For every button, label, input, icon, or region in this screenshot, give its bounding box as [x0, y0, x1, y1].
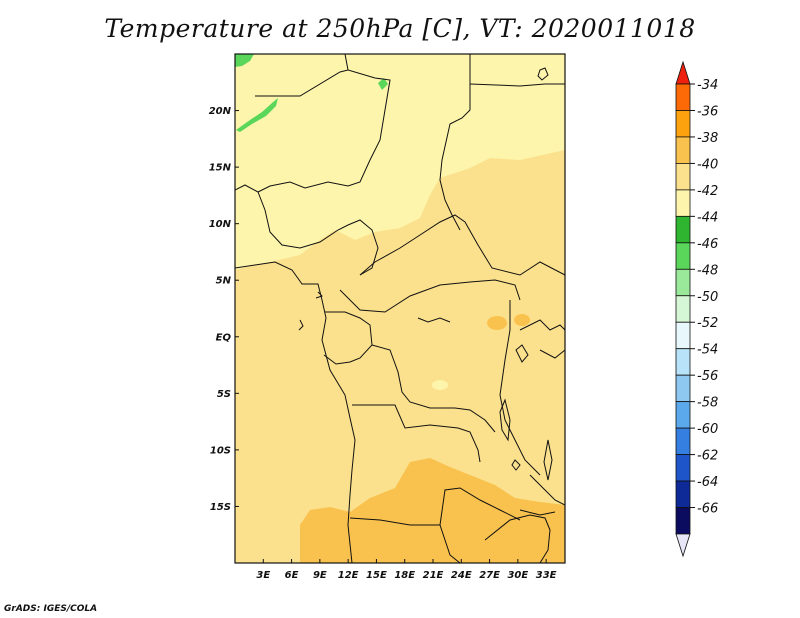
- colorbar-label: -56: [697, 369, 718, 384]
- y-tick-label: 15N: [209, 163, 232, 174]
- x-tick-label: 9E: [313, 570, 327, 581]
- y-tick-label: EQ: [216, 332, 232, 343]
- y-tick-label: 5S: [217, 389, 231, 400]
- colorbar-swatch: [675, 321, 691, 350]
- field-level-40-blob: [487, 316, 507, 330]
- colorbar-bottom-triangle: [675, 533, 691, 558]
- border-niger-mali: [257, 54, 391, 193]
- field-level-40-blob: [514, 314, 530, 326]
- border-nigeria: [235, 184, 379, 276]
- x-tick-label: 24E: [451, 570, 472, 581]
- y-tick-label: 10N: [209, 219, 232, 230]
- border-caprivi: [519, 509, 556, 516]
- colorbar-label: -52: [697, 316, 718, 331]
- lake-malawi: [543, 439, 553, 481]
- colorbar-label: -58: [697, 396, 718, 411]
- border-car-north: [359, 214, 565, 276]
- colorbar-swatch: [675, 83, 691, 111]
- map-frame: [234, 53, 566, 564]
- colorbar-label: -44: [697, 210, 718, 225]
- colorbar-label: -40: [697, 157, 718, 172]
- y-tick-label: 5N: [216, 276, 232, 287]
- x-tick-label: 12E: [338, 570, 359, 581]
- border-car-south: [339, 279, 521, 313]
- border-uganda: [519, 319, 565, 331]
- colorbar-label: -38: [697, 131, 718, 146]
- colorbar-label: -46: [697, 237, 718, 252]
- y-tick-label: 15S: [210, 502, 231, 513]
- colorbar-swatch: [675, 348, 691, 376]
- colorbar-swatch: [675, 189, 691, 217]
- border-east-drc: [499, 300, 541, 476]
- bioko-island: [298, 319, 304, 331]
- colorbar-label: -48: [697, 263, 718, 278]
- field-level-44: [235, 54, 565, 270]
- colorbar-label: -50: [697, 290, 718, 305]
- colorbar-label: -42: [697, 184, 718, 199]
- x-tick-label: 15E: [366, 570, 387, 581]
- lake-victoria: [515, 344, 529, 363]
- field-level-48-patch: [378, 78, 388, 90]
- lake-tanganyika: [499, 398, 511, 442]
- border-namibia-angola: [349, 487, 521, 526]
- y-tick-label: 10S: [210, 445, 231, 456]
- y-axis: 20N 15N 10N 5N EQ 5S 10S 15S: [209, 106, 239, 513]
- x-tick-label: 33E: [536, 570, 557, 581]
- border-chad-sudan: [439, 54, 471, 231]
- lake-nasser: [537, 67, 549, 81]
- colorbar: -34 -36 -38 -40 -42 -44 -46 -48 -50 -52 -54 -56 -58 -…: [675, 60, 718, 558]
- x-axis: 3E 6E 9E 12E 15E 18E 21E 24E 27E 30E 33E: [256, 559, 557, 581]
- colorbar-swatch: [675, 242, 691, 270]
- lake-mweru: [511, 459, 521, 471]
- colorbar-label: -60: [697, 422, 718, 437]
- field-level-40: [300, 458, 565, 563]
- border-angola-north: [352, 404, 481, 463]
- colorbar-label: -64: [697, 475, 718, 490]
- colorbar-swatch: [675, 136, 691, 164]
- border-algeria-mali: [255, 69, 349, 97]
- x-tick-label: 6E: [285, 570, 299, 581]
- border-kenya: [539, 349, 565, 359]
- field-level-44-blob: [432, 380, 448, 390]
- colorbar-label: -66: [697, 502, 718, 517]
- border-botswana: [439, 524, 461, 563]
- x-tick-label: 27E: [479, 570, 500, 581]
- colorbar-label: -62: [697, 449, 718, 464]
- colorbar-swatch: [675, 374, 691, 403]
- country-borders: [235, 54, 565, 563]
- x-tick-label: 3E: [256, 570, 270, 581]
- x-tick-label: 30E: [507, 570, 528, 581]
- border-drc-angola: [371, 344, 496, 433]
- colorbar-label: -34: [697, 78, 718, 93]
- sao-tome: [315, 291, 323, 299]
- colorbar-swatch: [675, 110, 691, 138]
- border-zambia: [529, 474, 565, 506]
- colorbar-label: -36: [697, 104, 718, 119]
- colorbar-swatch: [675, 163, 691, 191]
- map-title: Temperature at 250hPa [C], VT: 202001101…: [104, 14, 696, 43]
- field-level-48-patch: [235, 54, 254, 67]
- x-tick-label: 21E: [423, 570, 444, 581]
- y-tick-label: 20N: [209, 106, 232, 117]
- colorbar-swatch: [675, 507, 691, 535]
- colorbar-swatch: [675, 427, 691, 455]
- colorbar-swatch: [675, 295, 691, 323]
- colorbar-swatch: [675, 215, 691, 244]
- field-level-48-patch: [236, 98, 278, 132]
- colorbar-swatch: [675, 454, 691, 482]
- border-egypt-sudan: [469, 83, 565, 87]
- colorbar-swatch: [675, 401, 691, 429]
- congo-river: [417, 317, 451, 323]
- border-zimbabwe: [484, 514, 551, 563]
- west-coastline: [235, 261, 356, 563]
- x-tick-label: 18E: [394, 570, 415, 581]
- colorbar-label: -54: [697, 343, 718, 358]
- colorbar-swatch: [675, 480, 691, 508]
- colorbar-swatch: [675, 268, 691, 297]
- footer-credit: GrADS: IGES/COLA: [4, 604, 98, 614]
- colorbar-top-triangle: [675, 60, 691, 85]
- temperature-field: [235, 54, 565, 563]
